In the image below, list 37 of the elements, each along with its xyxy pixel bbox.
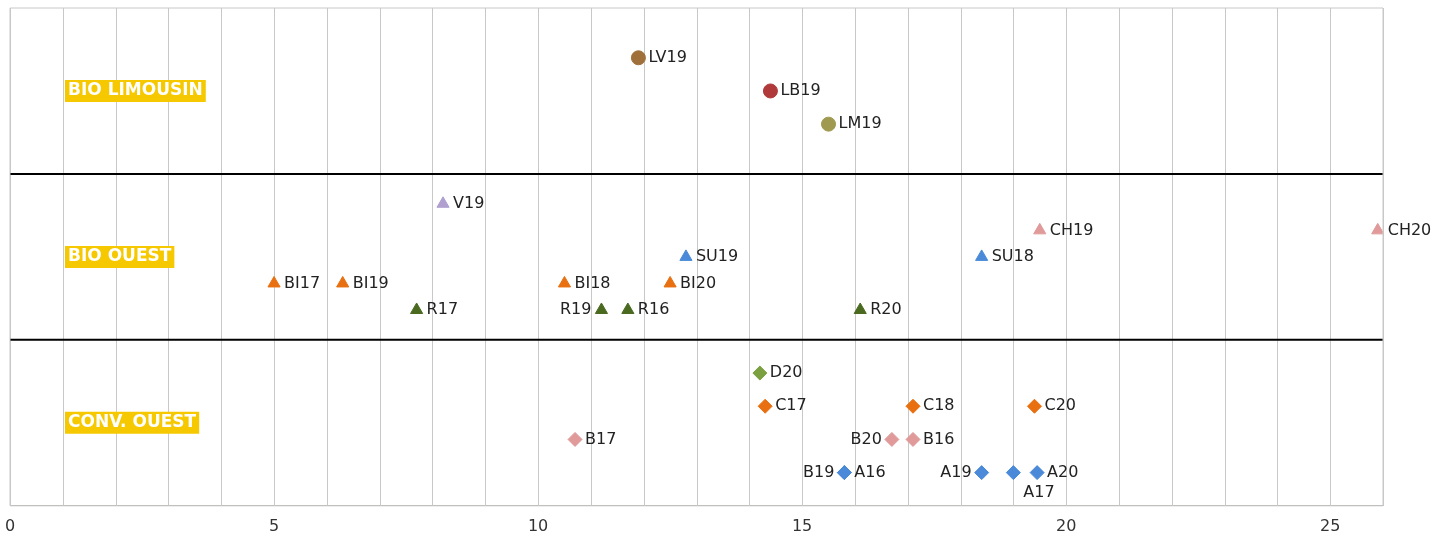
data-label: BI17	[284, 272, 321, 292]
data-label: LV19	[648, 46, 687, 66]
x-tick-label: 0	[4, 515, 16, 535]
data-label: R19	[559, 299, 592, 319]
data-label: LM19	[838, 113, 882, 133]
data-label: R16	[637, 299, 670, 319]
data-label: C18	[923, 395, 955, 415]
data-label: CH20	[1387, 219, 1432, 239]
data-label: B20	[850, 428, 882, 448]
data-label: BI18	[574, 272, 611, 292]
x-tick-label: 20	[1055, 515, 1077, 535]
data-label: A17	[1023, 481, 1055, 501]
data-label: B19	[803, 461, 835, 481]
x-tick-label: 25	[1320, 515, 1341, 535]
x-tick-label: 5	[268, 515, 280, 535]
data-label: A20	[1047, 461, 1079, 481]
data-label: C17	[775, 395, 807, 415]
data-label: CH19	[1049, 219, 1094, 239]
data-label: A16	[854, 461, 886, 481]
data-label: BI19	[352, 272, 389, 292]
y-tick-label: CONV. OUEST	[68, 411, 197, 432]
x-tick-label: 15	[791, 515, 813, 535]
data-label: R17	[426, 299, 459, 319]
y-tick-label: BIO OUEST	[68, 245, 172, 266]
data-label: V19	[453, 192, 485, 212]
data-label: A19	[940, 461, 972, 481]
data-label: B16	[923, 428, 955, 448]
data-label: R20	[870, 299, 902, 319]
data-label: B17	[585, 428, 617, 448]
data-label: SU18	[991, 246, 1034, 266]
data-label: LB19	[780, 80, 821, 100]
data-label: BI20	[680, 272, 717, 292]
data-label: SU19	[695, 246, 739, 266]
data-label: D20	[769, 362, 803, 382]
x-tick-label: 10	[527, 515, 549, 535]
data-label: C20	[1044, 395, 1076, 415]
y-tick-label: BIO LIMOUSIN	[68, 79, 203, 100]
